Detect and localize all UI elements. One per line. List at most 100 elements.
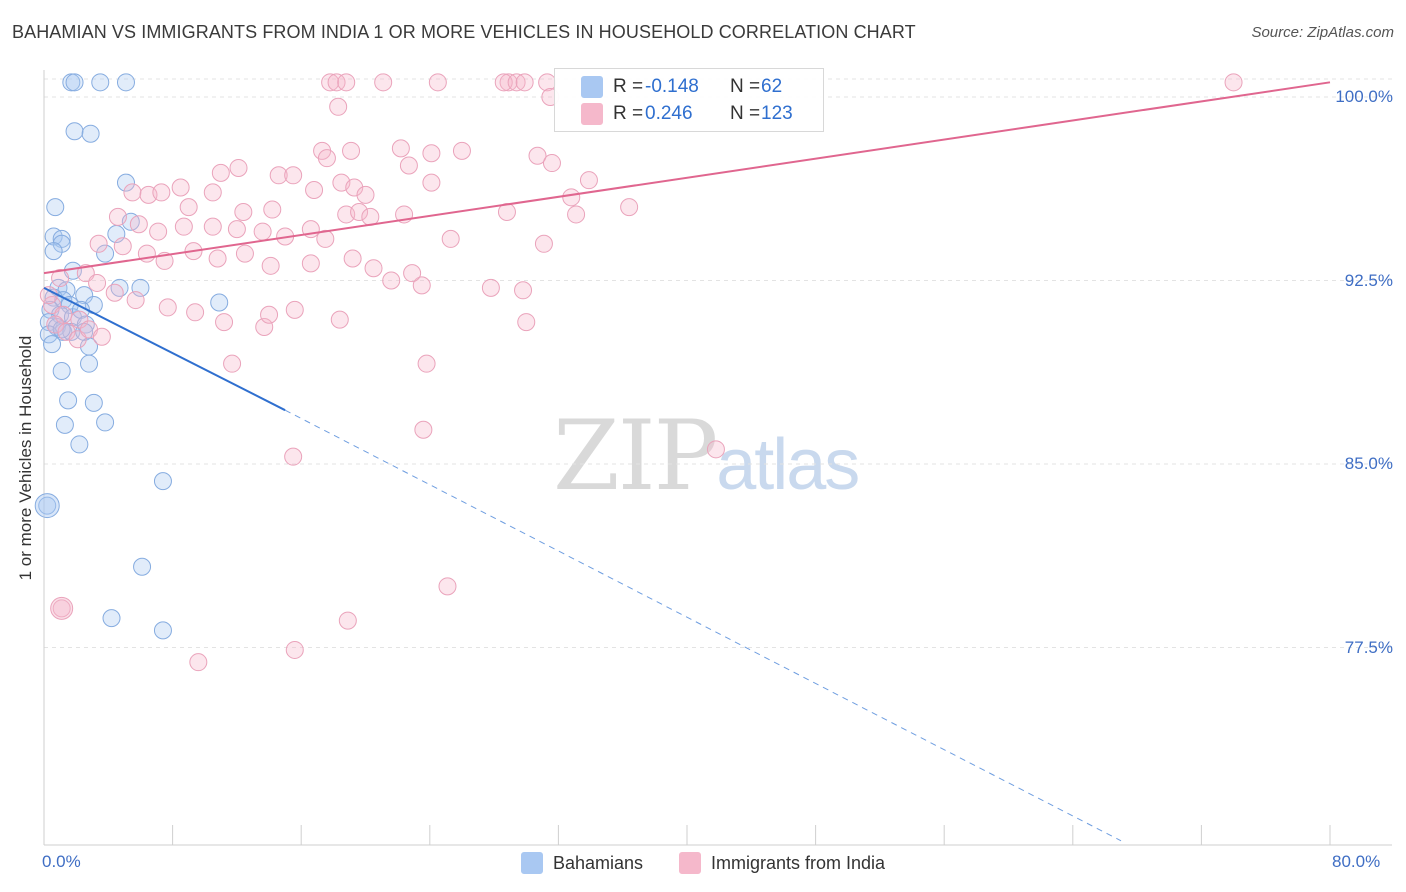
india-point bbox=[108, 207, 127, 226]
bahamian-point bbox=[52, 362, 71, 381]
india-point bbox=[412, 276, 431, 295]
r-label: R = bbox=[613, 103, 644, 124]
india-point bbox=[542, 154, 561, 173]
bahamian-point bbox=[133, 557, 152, 576]
india-point bbox=[301, 254, 320, 273]
india-point bbox=[88, 273, 107, 292]
india-point bbox=[126, 291, 145, 310]
legend: Bahamians Immigrants from India bbox=[0, 852, 1406, 874]
india-point bbox=[403, 264, 422, 283]
india-point bbox=[342, 141, 361, 160]
india-point bbox=[285, 300, 304, 319]
bahamian-point bbox=[75, 286, 94, 305]
india-point bbox=[51, 269, 70, 288]
r-label: R = bbox=[613, 76, 644, 97]
india-point bbox=[321, 73, 340, 92]
legend-item-bahamians[interactable]: Bahamians bbox=[520, 852, 643, 874]
india-point bbox=[343, 249, 362, 268]
india-point bbox=[514, 281, 533, 300]
bahamian-point bbox=[84, 393, 103, 412]
india-point bbox=[269, 166, 288, 185]
india-point bbox=[579, 171, 598, 190]
india-point bbox=[171, 178, 190, 197]
india-point bbox=[361, 207, 380, 226]
y-tick-label: 77.5% bbox=[1344, 637, 1393, 657]
bahamian-point bbox=[210, 293, 229, 312]
bahamian-point bbox=[65, 73, 84, 92]
india-point bbox=[229, 158, 248, 177]
bahamian-point bbox=[80, 354, 99, 373]
legend-label-bahamians: Bahamians bbox=[552, 852, 643, 873]
india-point bbox=[329, 97, 348, 116]
india-points bbox=[39, 73, 1243, 672]
india-point bbox=[215, 313, 234, 332]
bahamian-point bbox=[96, 244, 115, 263]
india-point bbox=[129, 215, 148, 234]
axes bbox=[43, 70, 1392, 846]
legend-swatch-bahamians bbox=[520, 852, 543, 874]
india-point bbox=[174, 217, 193, 236]
india-point bbox=[305, 180, 324, 199]
source-label: Source: ZipAtlas.com bbox=[1251, 24, 1394, 41]
india-point bbox=[399, 156, 418, 175]
india-point bbox=[284, 447, 303, 466]
india-point bbox=[422, 144, 441, 163]
bahamian-point bbox=[65, 122, 84, 141]
watermark-zip: ZIP bbox=[553, 400, 718, 512]
stats-swatch-india bbox=[581, 103, 603, 125]
india-point bbox=[345, 178, 364, 197]
india-point bbox=[534, 234, 553, 253]
bahamians-trend-line bbox=[43, 286, 286, 412]
india-point bbox=[364, 259, 383, 278]
india-point bbox=[105, 283, 124, 302]
india-point bbox=[203, 217, 222, 236]
india-point bbox=[253, 222, 272, 241]
legend-item-india[interactable]: Immigrants from India bbox=[679, 852, 885, 874]
y-tick-label: 100.0% bbox=[1335, 87, 1393, 106]
india-point bbox=[261, 256, 280, 275]
bahamian-point bbox=[110, 278, 129, 297]
r-value: 0.246 bbox=[645, 103, 693, 124]
india-point bbox=[123, 183, 142, 202]
india-point bbox=[149, 222, 168, 241]
bahamian-point bbox=[116, 73, 135, 92]
india-point bbox=[1224, 73, 1243, 92]
bahamian-point bbox=[70, 435, 89, 454]
india-point bbox=[706, 440, 725, 459]
india-trend-line bbox=[43, 81, 1331, 275]
bahamian-point bbox=[59, 391, 78, 410]
bahamian-point bbox=[43, 335, 62, 354]
india-point bbox=[481, 278, 500, 297]
india-point bbox=[113, 237, 132, 256]
india-point bbox=[528, 146, 547, 165]
bahamian-point bbox=[153, 472, 172, 491]
stats-swatch-bahamians bbox=[581, 76, 603, 98]
india-point bbox=[235, 244, 254, 263]
chart-title: BAHAMIAN VS IMMIGRANTS FROM INDIA 1 OR M… bbox=[12, 22, 916, 42]
india-point bbox=[422, 173, 441, 192]
india-point bbox=[330, 310, 349, 329]
watermark-atlas: atlas bbox=[716, 425, 860, 505]
india-point bbox=[158, 298, 177, 317]
india-point bbox=[317, 149, 336, 168]
x-tick-label-min: 0.0% bbox=[42, 852, 81, 871]
india-point bbox=[441, 229, 460, 248]
bahamian-point bbox=[34, 493, 60, 519]
n-label: N = bbox=[730, 76, 761, 97]
x-tick-label-max: 80.0% bbox=[1332, 852, 1381, 871]
n-value: 62 bbox=[761, 76, 783, 97]
india-point bbox=[234, 202, 253, 221]
india-point bbox=[374, 73, 393, 92]
india-point bbox=[620, 198, 639, 217]
india-point bbox=[186, 303, 205, 322]
india-point bbox=[414, 420, 433, 439]
india-point bbox=[260, 305, 279, 324]
india-point bbox=[211, 163, 230, 182]
india-point bbox=[285, 640, 304, 659]
india-point bbox=[356, 185, 375, 204]
n-value: 123 bbox=[761, 103, 793, 124]
india-point bbox=[227, 220, 246, 239]
india-point bbox=[263, 200, 282, 219]
india-point bbox=[203, 183, 222, 202]
